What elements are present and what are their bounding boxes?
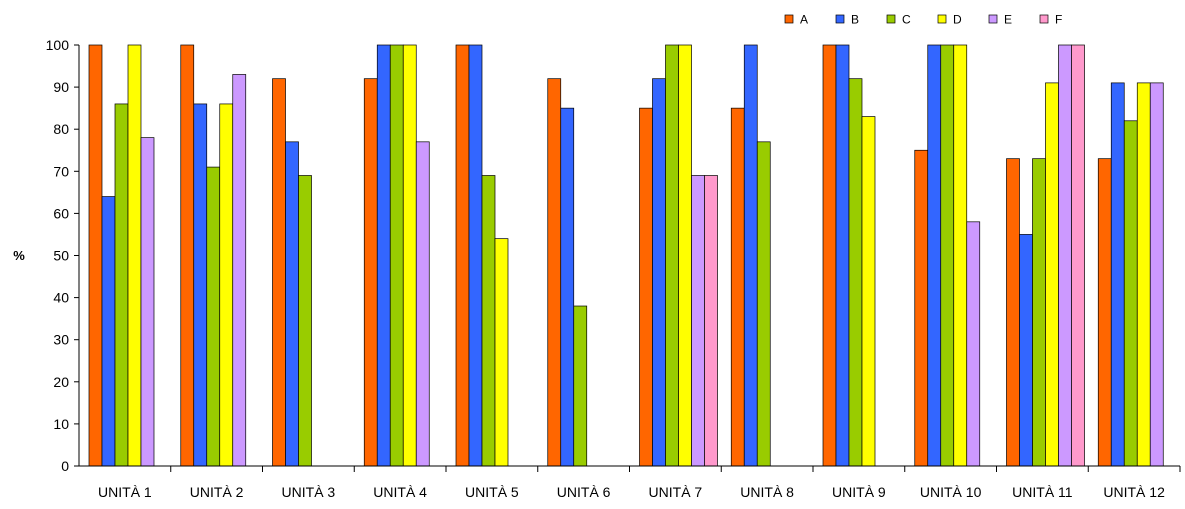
- bar-e-11: [1058, 44, 1072, 467]
- x-category-label: UNITÀ 3: [282, 484, 336, 500]
- legend-swatch-b: [835, 14, 845, 24]
- bar-d-11: [1045, 82, 1059, 467]
- bar-c-4: [389, 44, 404, 467]
- bar-d-5: [494, 238, 509, 467]
- legend-swatch-f: [1039, 14, 1049, 24]
- bar-e-12: [1149, 82, 1164, 467]
- legend-label-a: A: [800, 13, 808, 27]
- y-tick-label: 50: [53, 248, 69, 264]
- x-category-label: UNITÀ 12: [1103, 484, 1165, 500]
- y-axis: 0 10 20 30 40 50 60 70 80 90 100: [46, 37, 80, 474]
- bar-f-7: [704, 175, 718, 467]
- bar-b-4: [376, 44, 391, 467]
- bar-e-2: [232, 74, 247, 467]
- y-tick-label: 60: [53, 205, 69, 221]
- bar-c-5: [481, 175, 496, 467]
- legend-swatch-d: [937, 14, 947, 24]
- x-category-label: UNITÀ 10: [920, 484, 982, 500]
- bar-c-2: [206, 166, 221, 467]
- x-category-label: UNITÀ 11: [1012, 484, 1073, 500]
- x-category-label: UNITÀ 6: [557, 484, 611, 500]
- y-tick-label: 80: [53, 121, 69, 137]
- bar-c-8: [756, 141, 771, 467]
- bar-c-12: [1123, 120, 1138, 467]
- bar-e-7: [691, 175, 705, 467]
- bar-b-11: [1019, 234, 1033, 467]
- y-tick-label: 90: [53, 79, 69, 95]
- legend-label-b: B: [851, 13, 859, 27]
- x-category-label: UNITÀ 1: [98, 484, 152, 500]
- legend-swatch-a: [784, 14, 794, 24]
- bar-b-12: [1110, 82, 1125, 467]
- x-category-label: UNITÀ 7: [649, 484, 703, 500]
- legend: A B C D E F: [784, 13, 1062, 27]
- y-tick-label: 40: [53, 290, 69, 306]
- bar-b-9: [835, 44, 850, 467]
- y-tick-label: 100: [46, 37, 70, 53]
- bar-b-7: [652, 78, 666, 467]
- x-category-label: UNITÀ 4: [373, 484, 427, 500]
- bar-b-5: [468, 44, 483, 467]
- legend-label-f: F: [1055, 13, 1062, 27]
- bar-b-1: [101, 196, 116, 467]
- bar-b-3: [285, 141, 299, 467]
- bar-c-6: [573, 305, 588, 467]
- bar-d-7: [678, 44, 692, 467]
- legend-label-e: E: [1004, 13, 1012, 27]
- bar-c-1: [114, 103, 129, 467]
- bar-a-3: [272, 78, 286, 467]
- bar-a-4: [363, 78, 378, 467]
- bar-a-2: [180, 44, 195, 467]
- bar-d-10: [953, 44, 968, 467]
- legend-label-c: C: [902, 13, 911, 27]
- bar-d-4: [402, 44, 417, 467]
- bar-a-10: [914, 149, 929, 467]
- legend-swatch-e: [988, 14, 998, 24]
- bar-a-1: [88, 44, 103, 467]
- bar-c-10: [940, 44, 955, 467]
- bar-b-10: [927, 44, 942, 467]
- bar-a-7: [639, 107, 653, 467]
- bar-d-12: [1136, 82, 1151, 467]
- y-axis-label: %: [13, 248, 25, 263]
- bar-a-6: [547, 78, 562, 467]
- y-tick-label: 20: [53, 374, 69, 390]
- x-category-label: UNITÀ 9: [832, 484, 886, 500]
- bar-b-2: [193, 103, 208, 467]
- y-tick-label: 0: [61, 458, 69, 474]
- bar-a-9: [822, 44, 837, 467]
- x-category-label: UNITÀ 2: [190, 484, 244, 500]
- bars: [88, 44, 1164, 467]
- bar-a-12: [1097, 158, 1112, 467]
- x-axis: UNITÀ 1 UNITÀ 2 UNITÀ 3 UNITÀ 4 UNITÀ 5 UNITÀ…: [79, 465, 1181, 500]
- x-category-label: UNITÀ 8: [740, 484, 794, 500]
- bar-e-1: [140, 137, 155, 467]
- bar-c-9: [848, 78, 863, 467]
- bar-b-6: [560, 107, 575, 467]
- bar-c-3: [298, 175, 312, 467]
- bar-a-5: [455, 44, 470, 467]
- legend-swatch-c: [886, 14, 896, 24]
- bar-f-11: [1071, 44, 1085, 467]
- bar-d-1: [127, 44, 142, 467]
- bar-c-11: [1032, 158, 1046, 467]
- bar-d-2: [219, 103, 234, 467]
- bar-d-9: [861, 116, 876, 467]
- bar-e-4: [415, 141, 430, 467]
- bar-a-8: [730, 107, 745, 467]
- legend-label-d: D: [953, 13, 962, 27]
- bar-c-7: [665, 44, 679, 467]
- bar-a-11: [1006, 158, 1020, 467]
- x-category-label: UNITÀ 5: [465, 484, 519, 500]
- y-tick-label: 30: [53, 332, 69, 348]
- bar-e-10: [966, 221, 981, 467]
- bar-b-8: [743, 44, 758, 467]
- y-tick-label: 70: [53, 163, 69, 179]
- y-tick-label: 10: [53, 416, 69, 432]
